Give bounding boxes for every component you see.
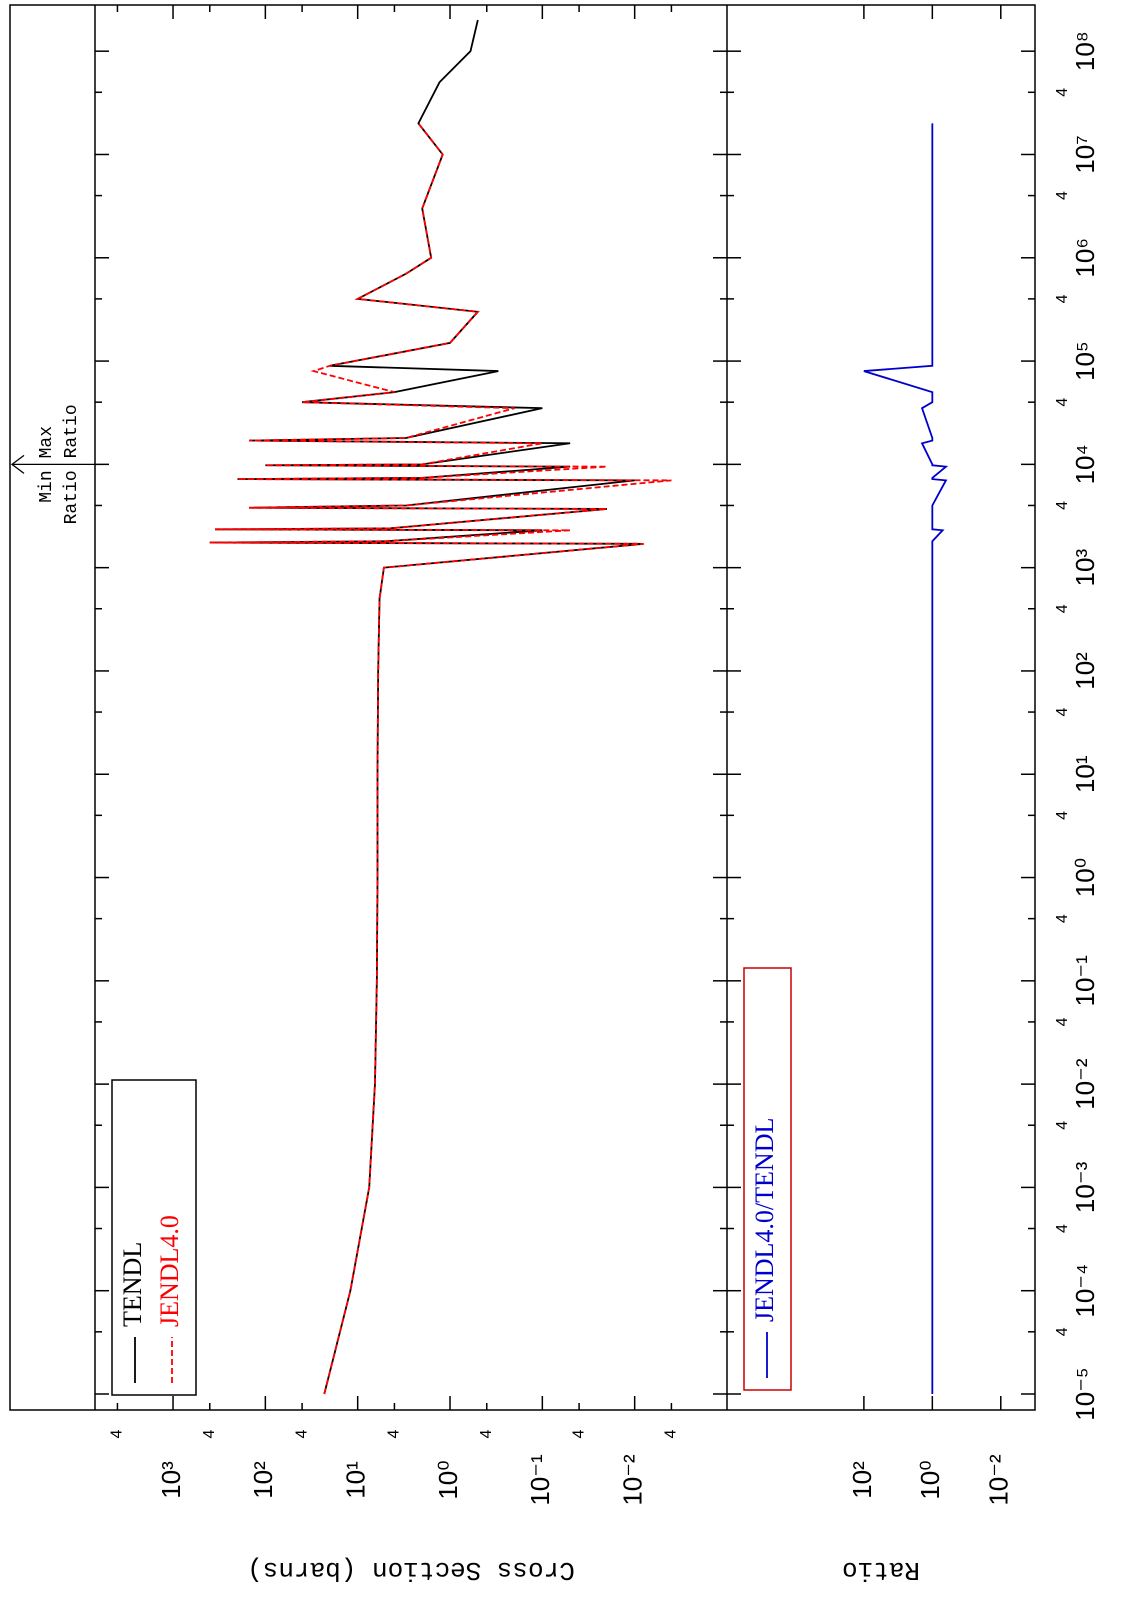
- legend-label: JENDL4.0: [155, 1215, 184, 1327]
- annotation-label: Ratio: [62, 470, 82, 524]
- x-tick-label: 4: [1054, 191, 1071, 200]
- data-line: [209, 122, 672, 1395]
- x-tick-label: 4: [1054, 914, 1071, 923]
- y-tick-label: 4: [201, 1429, 218, 1438]
- y-tick-label: 10⁻²: [984, 1454, 1014, 1506]
- x-tick-label: 10³: [1070, 549, 1100, 587]
- x-tick-label: 10²: [1070, 652, 1100, 690]
- annotation-label: Ratio: [62, 404, 82, 458]
- y-tick-label: 4: [386, 1429, 403, 1438]
- x-tick-label: 10⁸: [1070, 31, 1100, 71]
- x-tick-label: 10⁷: [1070, 135, 1100, 173]
- x-tick-label: 10⁶: [1070, 238, 1100, 278]
- x-tick-label: 4: [1054, 708, 1071, 717]
- y-tick-label: 4: [293, 1429, 310, 1438]
- y-tick-label: 4: [478, 1429, 495, 1438]
- x-tick-label: 4: [1054, 1327, 1071, 1336]
- plot-area: 10⁻⁵ 4 10⁻⁴ 4 10⁻³ 4 10⁻² 4 10⁻¹ 4 10⁰ 4 10¹ 4 10² 4 10³…: [9, 4, 1100, 1585]
- x-tick-label: 10⁵: [1070, 341, 1100, 381]
- y-tick-label: 4: [663, 1429, 680, 1438]
- y-tick-label: 4: [109, 1429, 126, 1438]
- x-tick-label: 4: [1054, 294, 1071, 303]
- legend-box: [743, 967, 792, 1391]
- x-tick-label: 10⁻³: [1070, 1161, 1100, 1213]
- x-tick-label: 4: [1054, 501, 1071, 510]
- y-tick-label: 10⁻²: [618, 1454, 648, 1506]
- y-tick-label: 10²: [847, 1461, 877, 1499]
- y-tick-label: 10¹: [341, 1461, 371, 1499]
- x-tick-label: 4: [1054, 1224, 1071, 1233]
- data-line: [863, 123, 949, 1394]
- y-tick-label: 4: [570, 1429, 587, 1438]
- x-tick-label: 4: [1054, 811, 1071, 820]
- x-tick-label: 10⁴: [1070, 444, 1100, 484]
- x-tick-label: 4: [1054, 604, 1071, 613]
- y-tick-label: 10⁰: [915, 1460, 945, 1499]
- x-tick-label: 4: [1054, 1017, 1071, 1026]
- legend-box: [111, 1079, 197, 1396]
- annotation-arrowhead: [10, 454, 25, 474]
- y-axis-title: Cross Section (barns): [247, 1555, 575, 1585]
- y-tick-label: 10²: [248, 1461, 278, 1499]
- y-tick-label: 10⁻¹: [525, 1454, 555, 1506]
- data-line: [209, 19, 644, 1395]
- legend-label: TENDL: [118, 1242, 147, 1327]
- x-tick-label: 10⁻²: [1070, 1058, 1100, 1110]
- x-tick-label: 4: [1054, 398, 1071, 407]
- y-axis-title: Ratio: [842, 1555, 920, 1585]
- x-tick-label: 4: [1054, 1121, 1071, 1130]
- frame: [9, 4, 1036, 1411]
- x-tick-label: 10⁻⁵: [1070, 1367, 1100, 1420]
- y-tick-label: 10⁰: [433, 1460, 463, 1499]
- annotation-label: Max: [37, 426, 57, 458]
- x-tick-label: 10¹: [1070, 755, 1100, 793]
- legend-label: JENDL4.0/TENDL: [750, 1118, 779, 1322]
- y-tick-label: 10³: [156, 1461, 186, 1499]
- x-tick-label: 10⁻⁴: [1070, 1264, 1100, 1318]
- annotation-label: Min: [37, 470, 57, 502]
- x-tick-label: 4: [1054, 88, 1071, 97]
- x-tick-label: 10⁰: [1070, 858, 1100, 897]
- x-tick-label: 10⁻¹: [1070, 955, 1100, 1007]
